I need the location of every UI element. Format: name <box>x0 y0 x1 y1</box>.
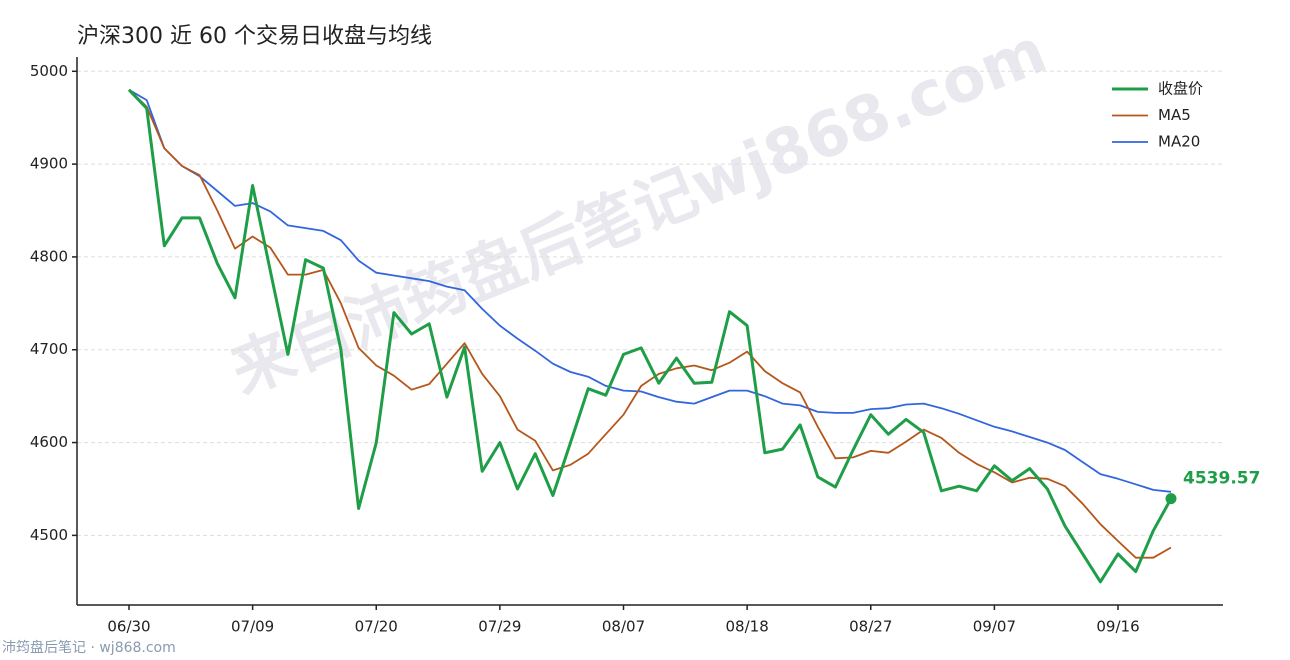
legend-label: MA5 <box>1158 106 1191 124</box>
x-tick-label: 06/30 <box>107 618 150 636</box>
x-tick-label: 07/09 <box>231 618 274 636</box>
x-tick-label: 08/07 <box>602 618 645 636</box>
x-tick-label: 09/07 <box>973 618 1016 636</box>
x-tick-label: 08/18 <box>726 618 769 636</box>
y-tick-label: 4700 <box>30 340 68 358</box>
y-tick-label: 4800 <box>30 247 68 265</box>
x-tick-label: 07/20 <box>355 618 398 636</box>
last-value-label: 4539.57 <box>1183 469 1260 489</box>
x-tick-label: 08/27 <box>849 618 892 636</box>
last-point <box>1165 493 1177 505</box>
chart-title: 沪深300 近 60 个交易日收盘与均线 <box>77 24 432 49</box>
y-tick-label: 4500 <box>30 526 68 544</box>
series-line <box>127 88 1173 584</box>
x-tick-label: 09/16 <box>1096 618 1139 636</box>
series-line <box>128 89 1172 493</box>
legend-label: MA20 <box>1158 133 1200 151</box>
x-tick-label: 07/29 <box>478 618 521 636</box>
footer: 沛筠盘后笔记 · wj868.com <box>2 639 176 656</box>
y-tick-label: 4900 <box>30 155 68 173</box>
legend-label: 收盘价 <box>1158 80 1203 98</box>
y-tick-label: 5000 <box>30 62 68 80</box>
y-tick-label: 4600 <box>30 433 68 451</box>
